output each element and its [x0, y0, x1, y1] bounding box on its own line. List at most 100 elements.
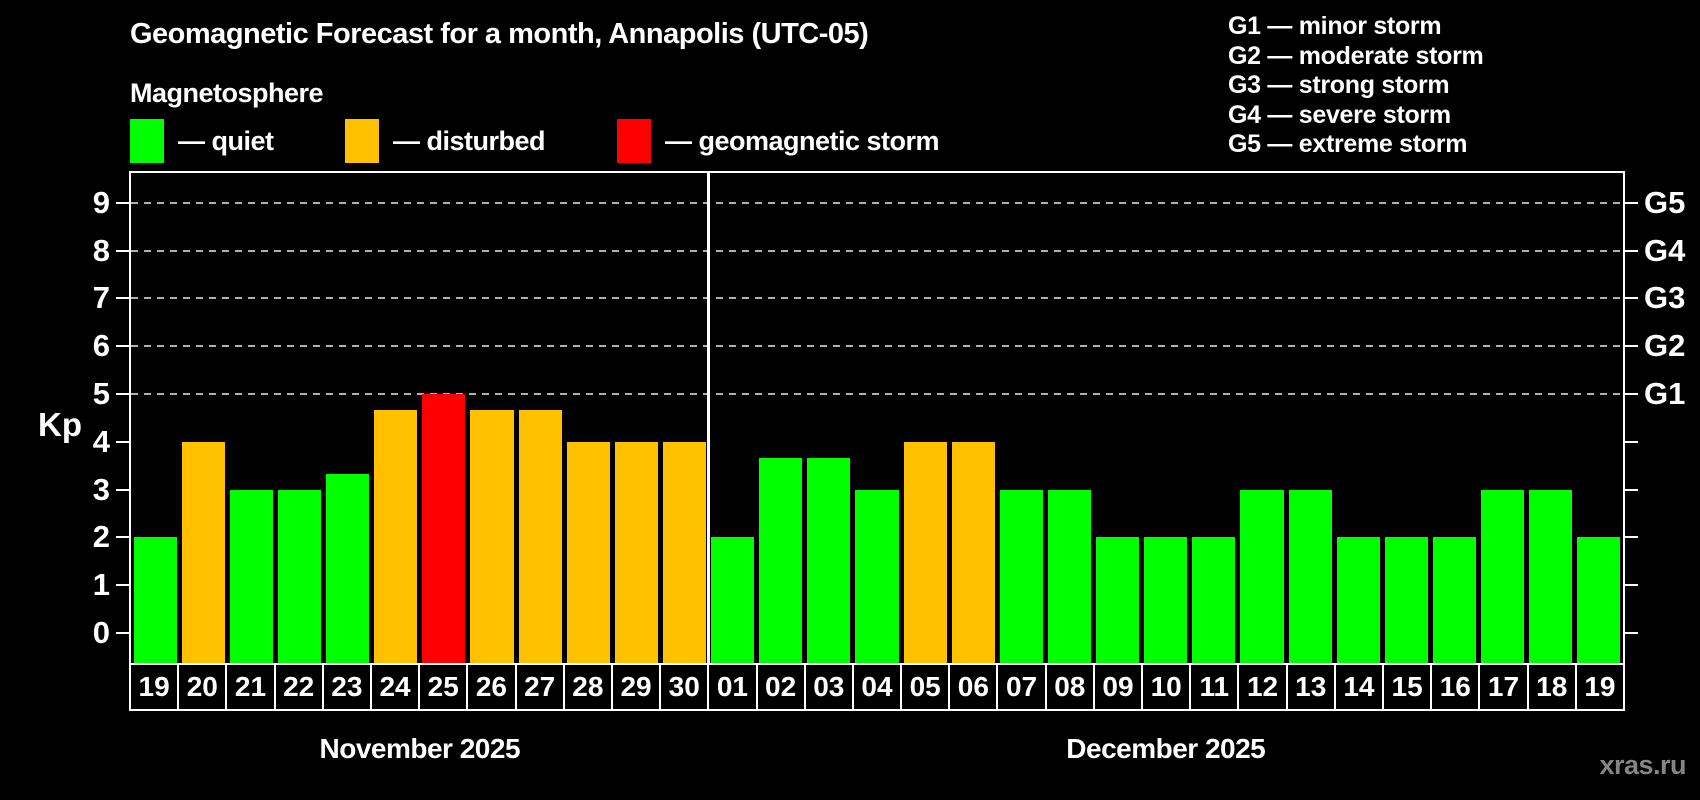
right-axis-tick	[1625, 297, 1638, 300]
day-label: 01	[709, 665, 756, 709]
kp-bar	[662, 441, 707, 663]
kp-bar	[614, 441, 658, 663]
kp-bar	[1336, 537, 1380, 663]
y-axis-tick-label: 5	[92, 376, 110, 411]
y-axis-tick-label: 4	[92, 423, 110, 459]
day-label: 25	[420, 665, 467, 709]
y-axis-tick	[116, 249, 129, 252]
legend-swatch-storm	[617, 119, 651, 163]
kp-bar	[903, 441, 947, 663]
y-axis-tick	[116, 345, 129, 348]
kp-bar	[1047, 489, 1092, 663]
legend-item-disturbed: — disturbed	[345, 119, 546, 163]
y-axis-tick-label: 6	[92, 328, 110, 364]
kp-bar	[1096, 537, 1140, 663]
y-axis-tick	[116, 584, 129, 587]
legend-item-storm: — geomagnetic storm	[617, 119, 940, 163]
day-label: 03	[805, 665, 852, 709]
storm-scale-item: G2 — moderate storm	[1228, 41, 1484, 70]
day-label: 19	[131, 665, 178, 709]
kp-bar	[229, 489, 273, 663]
day-label: 27	[516, 665, 563, 709]
right-axis-label: G2	[1644, 328, 1686, 364]
month-label: November 2025	[319, 733, 521, 764]
day-label: 11	[1191, 665, 1238, 709]
day-label: 02	[757, 665, 804, 709]
right-axis-tick	[1625, 488, 1638, 491]
kp-gridline	[131, 393, 1623, 395]
legend-swatch-disturbed	[345, 119, 379, 163]
storm-scale-item: G4 — severe storm	[1228, 100, 1451, 129]
kp-bar	[518, 409, 562, 663]
kp-bar	[277, 489, 321, 663]
kp-bar	[1144, 537, 1188, 663]
kp-gridline	[131, 345, 1623, 348]
kp-bar	[1577, 537, 1621, 663]
kp-bar	[422, 394, 466, 663]
kp-gridline	[131, 249, 1623, 252]
day-label: 26	[468, 665, 515, 709]
chart-title: Geomagnetic Forecast for a month, Annapo…	[130, 18, 869, 50]
day-label: 08	[1046, 665, 1093, 709]
day-label: 22	[275, 665, 322, 709]
right-axis-tick	[1625, 249, 1638, 252]
y-axis-tick	[116, 393, 129, 395]
kp-bar	[999, 489, 1043, 663]
kp-gridline	[131, 201, 1623, 204]
kp-bar	[1240, 489, 1284, 663]
day-label: 19	[1576, 665, 1623, 709]
day-label: 30	[661, 665, 708, 709]
kp-bar	[566, 441, 610, 663]
kp-bar	[711, 537, 755, 663]
kp-bar	[326, 473, 370, 663]
day-label: 21	[227, 665, 274, 709]
day-label: 24	[371, 665, 419, 709]
kp-bar	[470, 409, 514, 663]
right-axis-tick	[1625, 393, 1638, 395]
kp-bar	[807, 457, 851, 663]
right-axis-tick	[1625, 584, 1638, 587]
y-axis-tick	[116, 201, 129, 204]
month-label: December 2025	[1066, 733, 1266, 764]
right-axis-tick	[1625, 632, 1638, 634]
y-axis-tick-label: 0	[92, 615, 110, 650]
day-label: 28	[564, 665, 611, 709]
kp-bar	[1432, 537, 1477, 663]
right-axis-label: G3	[1644, 280, 1686, 316]
kp-bar	[374, 409, 418, 663]
day-label: 10	[1143, 665, 1190, 709]
legend-item-quiet: — quiet	[130, 119, 274, 163]
y-axis-tick	[116, 297, 129, 300]
storm-scale-item: G3 — strong storm	[1228, 71, 1450, 99]
day-label: 07	[998, 665, 1045, 709]
storm-scale-item: G1 — minor storm	[1228, 12, 1442, 40]
day-label: 05	[902, 665, 949, 709]
y-axis-tick-label: 8	[92, 232, 110, 268]
legend-item-label: — geomagnetic storm	[665, 125, 940, 156]
y-axis-tick	[116, 440, 129, 443]
day-label: 23	[323, 665, 370, 709]
y-axis-tick	[116, 632, 129, 634]
day-label: 12	[1239, 665, 1286, 709]
day-label: 15	[1384, 665, 1431, 709]
legend-swatch-quiet	[130, 119, 164, 163]
day-label: 18	[1528, 665, 1575, 709]
kp-bar	[1192, 537, 1236, 663]
y-axis-tick-label: 1	[92, 567, 110, 603]
day-label: 17	[1480, 665, 1527, 709]
kp-bar	[1288, 489, 1332, 663]
y-axis-tick-label: 7	[92, 280, 110, 316]
y-axis-tick	[116, 488, 129, 491]
kp-bar	[759, 457, 803, 663]
right-axis-tick	[1625, 536, 1638, 539]
day-label: 16	[1432, 665, 1479, 709]
right-axis-label: G5	[1644, 184, 1686, 220]
day-label: 09	[1094, 665, 1142, 709]
kp-bar	[951, 441, 995, 663]
watermark: xras.ru	[1599, 750, 1686, 780]
day-label: 04	[853, 665, 901, 709]
kp-bar	[855, 489, 899, 663]
day-label: 06	[950, 665, 997, 709]
right-axis-label: G4	[1644, 232, 1686, 268]
day-axis-row: 19 20 21 22 23 24 25 26 27 28 29 30 01 02 03 04 05 06 07 08…	[129, 663, 1625, 711]
